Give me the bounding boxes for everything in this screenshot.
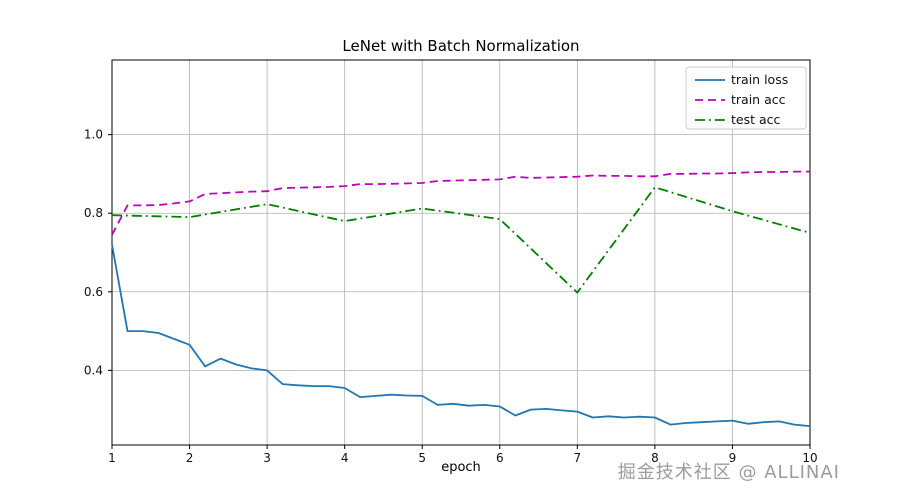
x-tick-label: 8 (651, 451, 659, 465)
legend-label: test acc (731, 112, 781, 127)
x-tick-label: 5 (418, 451, 426, 465)
x-tick-label: 1 (108, 451, 116, 465)
x-tick-label: 6 (496, 451, 504, 465)
x-tick-label: 9 (729, 451, 737, 465)
series-line-train-loss (111, 244, 811, 427)
x-tick-label: 3 (263, 451, 271, 465)
x-tick-label: 7 (574, 451, 582, 465)
series-line-test-acc (111, 186, 811, 294)
y-tick-label: 0.8 (84, 206, 103, 220)
x-axis-label: epoch (441, 460, 481, 475)
series-line-train-acc (111, 170, 810, 236)
y-tick-label: 0.4 (84, 363, 103, 377)
x-tick-label: 2 (186, 451, 194, 465)
legend-label: train loss (731, 72, 788, 87)
x-tick-label: 10 (802, 451, 817, 465)
y-tick-label: 0.6 (84, 285, 103, 299)
axes-border (111, 59, 811, 446)
watermark: 掘金技术社区 @ ALLINAI (617, 462, 840, 483)
legend-label: train acc (731, 92, 786, 107)
legend-box (685, 66, 807, 130)
y-tick-label: 1.0 (84, 128, 103, 142)
chart-title: LeNet with Batch Normalization (342, 37, 580, 55)
x-tick-label: 4 (341, 451, 349, 465)
